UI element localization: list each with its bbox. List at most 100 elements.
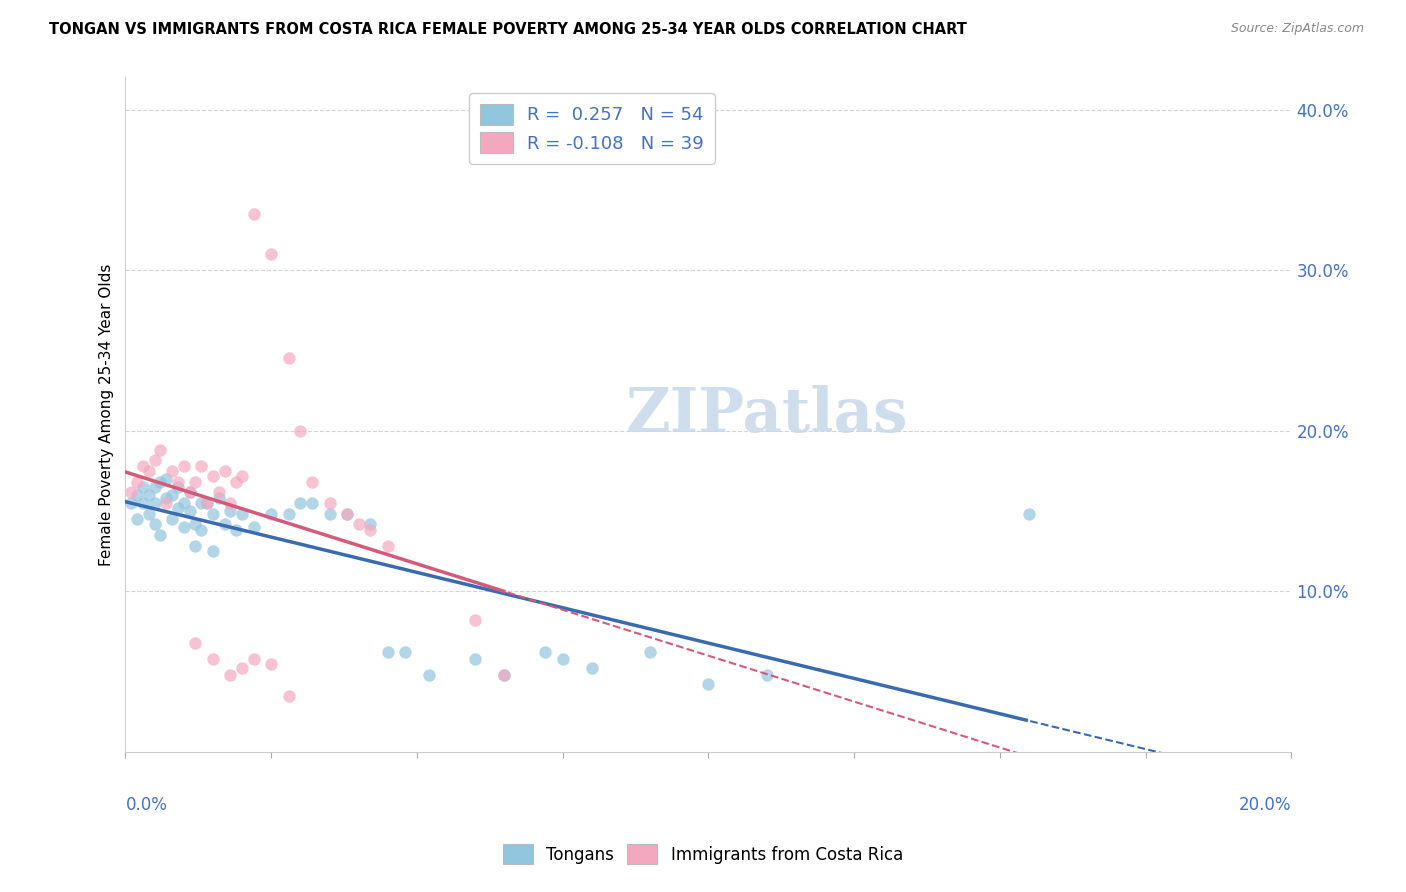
Point: [231, 508, 253, 522]
Point: [155, 496, 177, 510]
Point: [179, 484, 201, 499]
Point: [173, 496, 195, 510]
Point: [336, 508, 359, 522]
Point: [394, 645, 416, 659]
Text: 20.0%: 20.0%: [1239, 796, 1292, 814]
Point: [184, 636, 207, 650]
Point: [638, 645, 661, 659]
Point: [534, 645, 557, 659]
Point: [318, 496, 340, 510]
Point: [143, 516, 166, 531]
Point: [225, 475, 247, 489]
Point: [1018, 508, 1040, 522]
Point: [127, 475, 149, 489]
Point: [464, 613, 486, 627]
Point: [290, 424, 312, 438]
Point: [143, 496, 166, 510]
Point: [231, 661, 253, 675]
Point: [190, 496, 212, 510]
Point: [195, 496, 218, 510]
Point: [201, 468, 224, 483]
Point: [195, 496, 218, 510]
Legend: R =  0.257   N = 54, R = -0.108   N = 39: R = 0.257 N = 54, R = -0.108 N = 39: [470, 93, 714, 164]
Point: [231, 468, 253, 483]
Point: [132, 496, 155, 510]
Point: [301, 496, 323, 510]
Point: [160, 464, 183, 478]
Point: [143, 480, 166, 494]
Point: [190, 524, 212, 538]
Point: [242, 652, 264, 666]
Point: [201, 508, 224, 522]
Point: [190, 458, 212, 473]
Point: [208, 491, 231, 506]
Point: [132, 458, 155, 473]
Point: [149, 528, 172, 542]
Point: [184, 475, 207, 489]
Point: [167, 500, 190, 515]
Point: [173, 520, 195, 534]
Point: [260, 247, 283, 261]
Point: [219, 504, 242, 518]
Point: [418, 668, 440, 682]
Point: [132, 480, 155, 494]
Point: [167, 475, 190, 489]
Point: [214, 464, 236, 478]
Point: [242, 207, 264, 221]
Point: [167, 480, 190, 494]
Text: 0.0%: 0.0%: [125, 796, 167, 814]
Point: [301, 475, 323, 489]
Point: [155, 491, 177, 506]
Point: [219, 668, 242, 682]
Point: [184, 540, 207, 554]
Point: [201, 652, 224, 666]
Point: [464, 652, 486, 666]
Point: [347, 516, 370, 531]
Point: [149, 475, 172, 489]
Point: [208, 484, 231, 499]
Point: [290, 496, 312, 510]
Point: [149, 442, 172, 457]
Point: [120, 484, 142, 499]
Point: [260, 657, 283, 671]
Point: [138, 464, 160, 478]
Legend: Tongans, Immigrants from Costa Rica: Tongans, Immigrants from Costa Rica: [496, 838, 910, 871]
Point: [755, 668, 778, 682]
Point: [277, 351, 299, 366]
Point: [127, 488, 149, 502]
Point: [260, 508, 283, 522]
Point: [359, 516, 381, 531]
Point: [581, 661, 603, 675]
Point: [138, 508, 160, 522]
Point: [377, 540, 399, 554]
Point: [336, 508, 359, 522]
Point: [143, 452, 166, 467]
Point: [242, 520, 264, 534]
Point: [201, 544, 224, 558]
Point: [120, 496, 142, 510]
Point: [551, 652, 574, 666]
Y-axis label: Female Poverty Among 25-34 Year Olds: Female Poverty Among 25-34 Year Olds: [100, 263, 114, 566]
Point: [179, 484, 201, 499]
Text: Source: ZipAtlas.com: Source: ZipAtlas.com: [1230, 22, 1364, 36]
Point: [225, 524, 247, 538]
Point: [697, 677, 720, 691]
Point: [219, 496, 242, 510]
Point: [214, 516, 236, 531]
Point: [173, 458, 195, 473]
Point: [160, 512, 183, 526]
Text: ZIPatlas: ZIPatlas: [626, 384, 908, 445]
Point: [494, 668, 516, 682]
Point: [277, 508, 299, 522]
Point: [277, 689, 299, 703]
Point: [318, 508, 340, 522]
Text: TONGAN VS IMMIGRANTS FROM COSTA RICA FEMALE POVERTY AMONG 25-34 YEAR OLDS CORREL: TONGAN VS IMMIGRANTS FROM COSTA RICA FEM…: [49, 22, 967, 37]
Point: [127, 512, 149, 526]
Point: [184, 516, 207, 531]
Point: [160, 488, 183, 502]
Point: [377, 645, 399, 659]
Point: [359, 524, 381, 538]
Point: [155, 472, 177, 486]
Point: [494, 668, 516, 682]
Point: [138, 488, 160, 502]
